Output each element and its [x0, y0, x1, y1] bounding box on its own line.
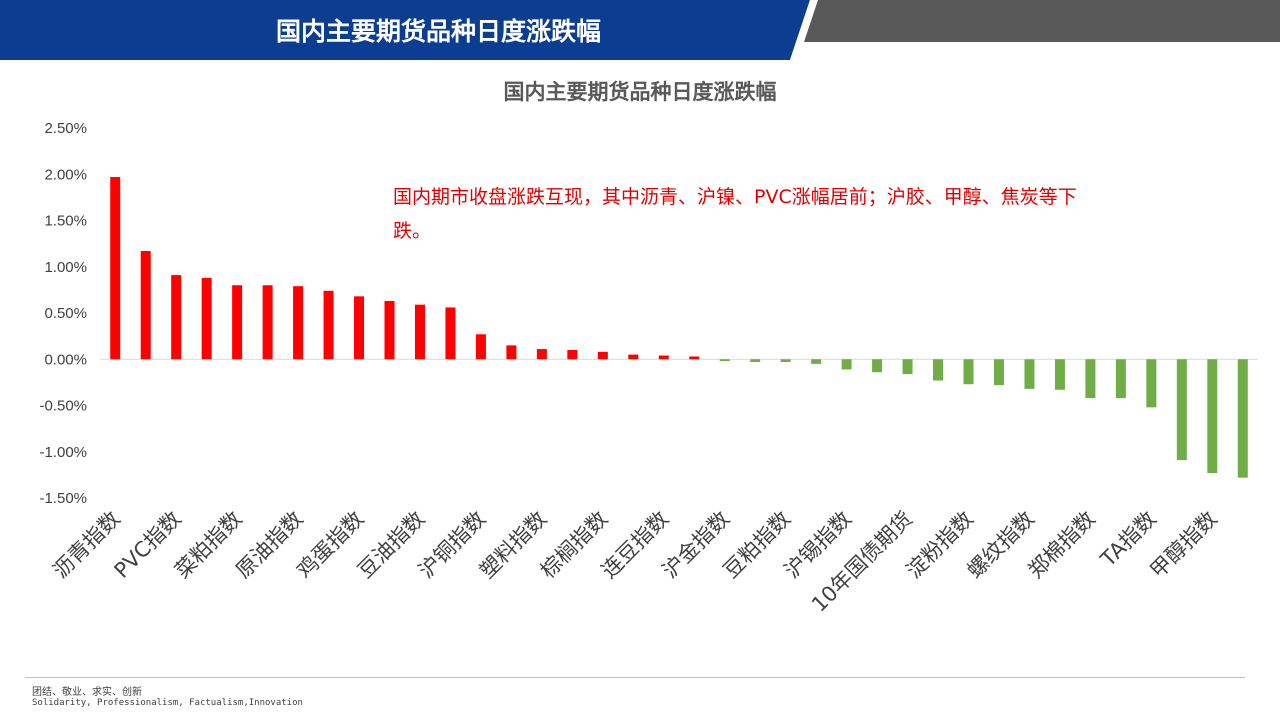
bar [506, 345, 517, 360]
bar [293, 286, 304, 360]
header-banner [0, 0, 1280, 60]
bar [1024, 359, 1035, 389]
x-tick-label: 棕榈指数 [536, 507, 612, 583]
y-tick-label: -1.00% [39, 444, 87, 461]
banner-blue-block [0, 0, 810, 60]
x-tick-label: 甲醇指数 [1145, 507, 1221, 583]
x-tick-label: 沥青指数 [48, 507, 124, 583]
bar [201, 277, 212, 360]
bar [902, 359, 913, 375]
bar [1207, 359, 1218, 474]
bar [780, 359, 791, 363]
bar [140, 251, 151, 360]
bar [232, 285, 243, 360]
x-tick-label: 沪金指数 [658, 507, 734, 583]
bar [475, 334, 486, 360]
x-tick-label: 螺纹指数 [963, 507, 1039, 583]
bar [262, 285, 273, 360]
y-tick-label: -0.50% [39, 398, 87, 415]
bar [1176, 359, 1187, 461]
bar [171, 275, 182, 360]
x-tick-label: 淀粉指数 [902, 507, 978, 583]
y-tick-label: 1.00% [44, 259, 87, 276]
bar [567, 350, 578, 360]
bar [536, 349, 547, 360]
bar [1085, 359, 1096, 399]
bar [445, 307, 456, 360]
x-tick-label: 郑棉指数 [1024, 507, 1100, 583]
chart-title: 国内主要期货品种日度涨跌幅 [503, 79, 777, 104]
banner-gray-stripe [800, 0, 1280, 42]
bar [1146, 359, 1157, 408]
chart-annotation: 国内期市收盘涨跌互现，其中沥青、沪镍、PVC涨幅居前；沪胶、甲醇、焦炭等下跌。 [393, 186, 1077, 242]
footer-motto-cn: 团结、敬业、求实、创新 [32, 687, 142, 698]
y-tick-label: 2.50% [44, 120, 87, 137]
bar [841, 359, 852, 370]
y-tick-label: 0.50% [44, 305, 87, 322]
bar [689, 356, 700, 360]
x-tick-label: 原油指数 [231, 507, 307, 583]
bar [628, 354, 639, 360]
bar [811, 359, 822, 364]
bar [658, 355, 669, 360]
y-tick-label: -1.50% [39, 490, 87, 507]
bar [110, 177, 121, 360]
bar [1237, 359, 1248, 478]
bar [384, 300, 395, 360]
bar [933, 359, 944, 381]
bar [719, 359, 730, 362]
bar [993, 359, 1004, 386]
y-tick-label: 1.50% [44, 213, 87, 230]
footer-motto-en: Solidarity, Professionalism, Factualism,… [32, 698, 303, 708]
bar [1054, 359, 1065, 390]
bar-chart: 2.50% 2.00% 1.50% 1.00% 0.50% 0.00% -0.50% -1.0… [39, 120, 1258, 617]
x-tick-label: 连豆指数 [597, 507, 673, 583]
bar [323, 290, 334, 360]
bar [872, 359, 883, 373]
bar [597, 351, 608, 360]
bar [963, 359, 974, 385]
page-title: 国内主要期货品种日度涨跌幅 [276, 17, 602, 46]
x-tick-label: 豆油指数 [353, 507, 429, 583]
x-tick-label: 塑料指数 [475, 507, 551, 583]
footer-divider [25, 677, 1245, 678]
x-tick-label: 鸡蛋指数 [292, 507, 368, 583]
x-tick-label: 豆粕指数 [719, 507, 795, 583]
bar [1115, 359, 1126, 399]
x-tick-label: 菜粕指数 [170, 507, 246, 583]
y-tick-label: 2.00% [44, 166, 87, 183]
banner-white-slash [790, 0, 818, 60]
bar [414, 304, 425, 360]
bar [354, 296, 365, 360]
bar [750, 359, 761, 363]
y-tick-label: 0.00% [44, 351, 87, 368]
x-tick-label: 沪铜指数 [414, 507, 490, 583]
